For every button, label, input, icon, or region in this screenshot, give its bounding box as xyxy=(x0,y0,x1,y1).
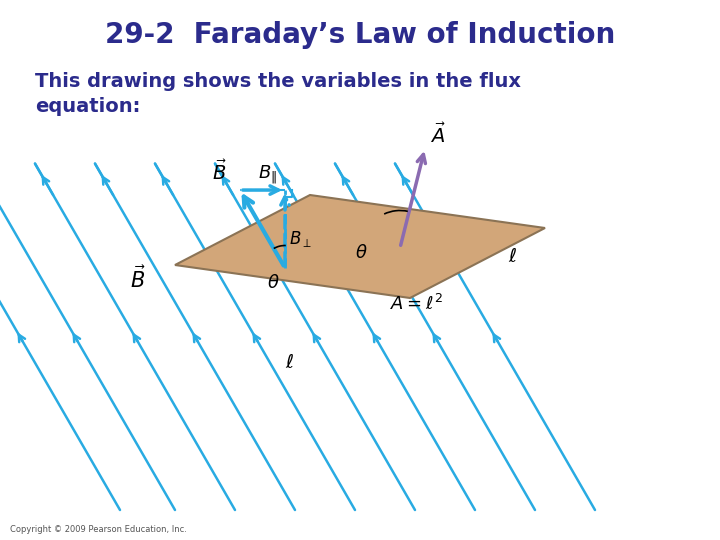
Text: $\theta$: $\theta$ xyxy=(355,244,368,262)
Text: This drawing shows the variables in the flux
equation:: This drawing shows the variables in the … xyxy=(35,72,521,116)
Text: $B_{\perp}$: $B_{\perp}$ xyxy=(289,229,312,249)
Text: $\ell$: $\ell$ xyxy=(508,247,517,266)
Text: $\vec{B}$: $\vec{B}$ xyxy=(212,160,227,184)
Text: Copyright © 2009 Pearson Education, Inc.: Copyright © 2009 Pearson Education, Inc. xyxy=(10,525,187,534)
Text: $\vec{A}$: $\vec{A}$ xyxy=(430,123,446,147)
Text: $A = \ell^2$: $A = \ell^2$ xyxy=(390,294,443,314)
Polygon shape xyxy=(175,195,545,298)
Text: $B_{\|}$: $B_{\|}$ xyxy=(258,164,276,186)
Text: $\ell$: $\ell$ xyxy=(285,353,294,372)
Text: 29-2  Faraday’s Law of Induction: 29-2 Faraday’s Law of Induction xyxy=(105,21,615,49)
Text: $\vec{B}$: $\vec{B}$ xyxy=(130,265,146,292)
Text: $\theta$: $\theta$ xyxy=(267,274,279,292)
